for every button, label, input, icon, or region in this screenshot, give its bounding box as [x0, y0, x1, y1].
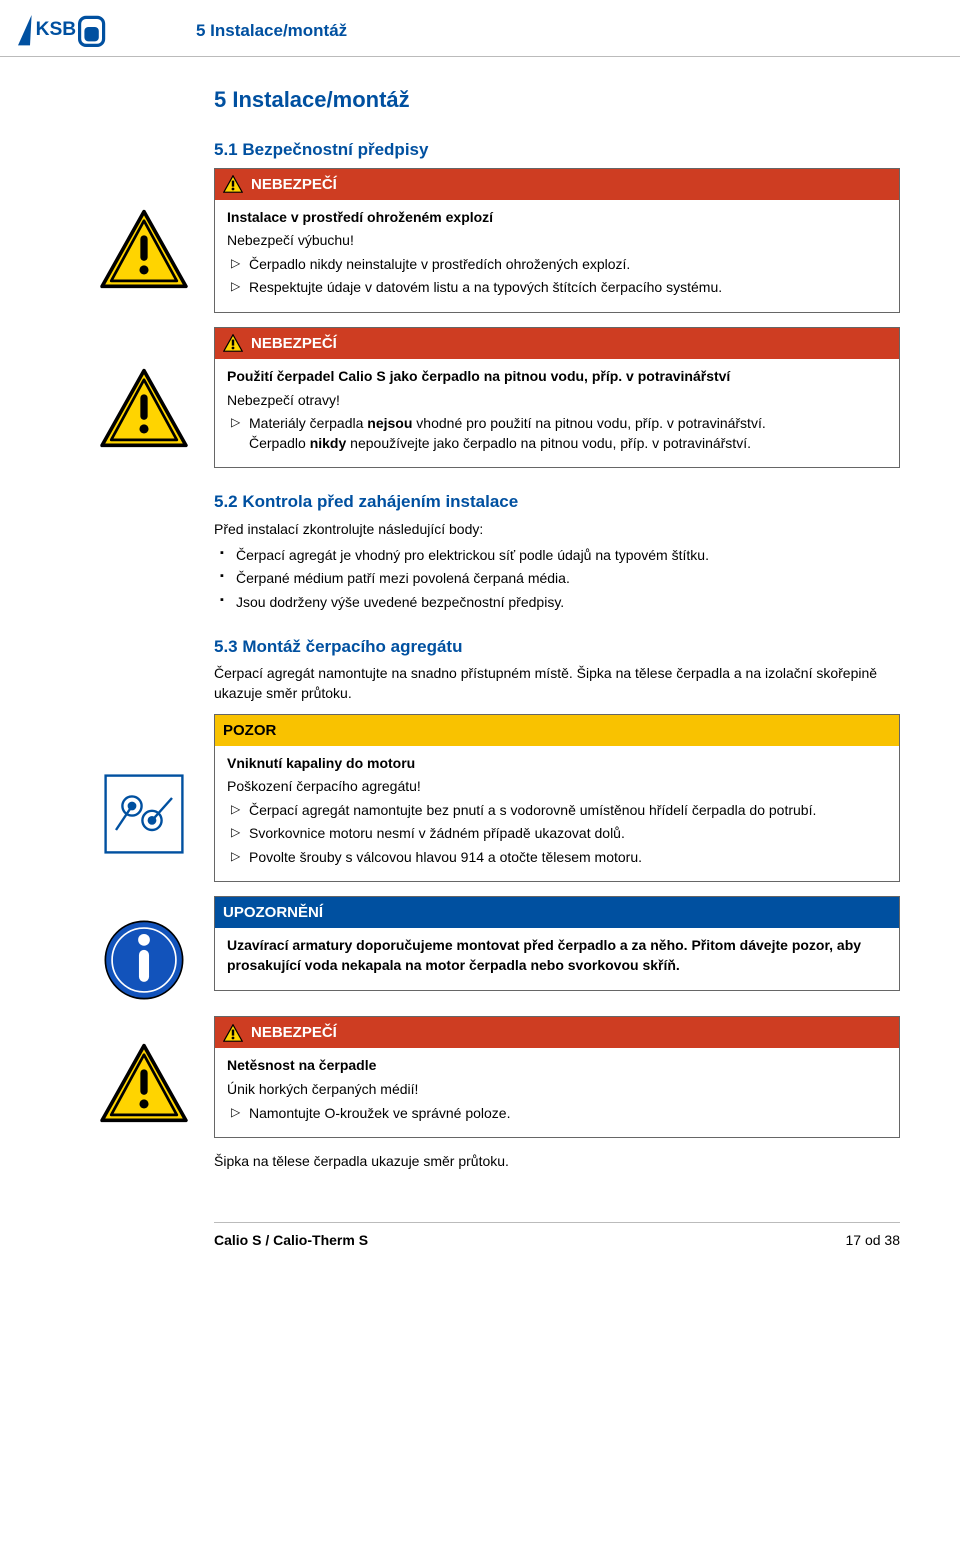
danger3-label: NEBEZPEČÍ — [251, 1022, 337, 1043]
warning-small-icon — [223, 175, 243, 193]
running-title: 5 Instalace/montáž — [196, 19, 347, 43]
danger-box-3: NEBEZPEČÍ Netěsnost na čerpadle Únik hor… — [74, 1016, 900, 1138]
footer-right: 17 od 38 — [846, 1231, 901, 1251]
ksb-logo: KSB — [18, 12, 106, 50]
page-footer: Calio S / Calio-Therm S 17 od 38 — [214, 1222, 900, 1251]
caution-item: Svorkovnice motoru nesmí v žádném případ… — [227, 824, 887, 844]
warning-triangle-icon — [98, 208, 190, 290]
sec52-list: Čerpací agregát je vhodný pro elektricko… — [214, 546, 900, 613]
section-5-2-title: 5.2 Kontrola před zahájením instalace — [214, 490, 900, 514]
danger1-label: NEBEZPEČÍ — [251, 174, 337, 195]
caution-box: POZOR Vniknutí kapaliny do motoru Poškoz… — [74, 714, 900, 883]
danger3-title: Netěsnost na čerpadle — [227, 1056, 887, 1076]
danger2-label: NEBEZPEČÍ — [251, 333, 337, 354]
danger1-line: Nebezpečí výbuchu! — [227, 231, 887, 251]
danger3-item: Namontujte O-kroužek ve správné poloze. — [227, 1104, 887, 1124]
notice-body: Uzavírací armatury doporučujeme montovat… — [227, 936, 887, 975]
sec52-intro: Před instalací zkontrolujte následující … — [214, 520, 900, 540]
danger-box-2: NEBEZPEČÍ Použití čerpadel Calio S jako … — [74, 327, 900, 468]
caution-item: Čerpací agregát namontujte bez pnutí a s… — [227, 801, 887, 821]
page-header: KSB 5 Instalace/montáž — [0, 0, 960, 57]
caution-label: POZOR — [223, 720, 276, 741]
list-item: Čerpací agregát je vhodný pro elektricko… — [214, 546, 900, 566]
danger2-line: Nebezpečí otravy! — [227, 391, 887, 411]
svg-text:KSB: KSB — [36, 19, 77, 40]
after-danger3: Šipka na tělese čerpadla ukazuje směr pr… — [214, 1152, 900, 1172]
warning-triangle-icon — [98, 1042, 190, 1124]
notice-box: UPOZORNĚNÍ Uzavírací armatury doporučuje… — [74, 896, 900, 1002]
warning-small-icon — [223, 334, 243, 352]
sec53-intro: Čerpací agregát namontujte na snadno pří… — [214, 664, 900, 703]
tool-icon — [104, 774, 184, 854]
danger1-item: Čerpadlo nikdy neinstalujte v prostředíc… — [227, 255, 887, 275]
caution-title: Vniknutí kapaliny do motoru — [227, 754, 887, 774]
caution-item: Povolte šrouby s válcovou hlavou 914 a o… — [227, 848, 887, 868]
section-h1: 5 Instalace/montáž — [214, 85, 900, 116]
danger1-title: Instalace v prostředí ohroženém explozí — [227, 208, 887, 228]
warning-triangle-icon — [98, 367, 190, 449]
caution-line: Poškození čerpacího agregátu! — [227, 777, 887, 797]
danger-box-1: NEBEZPEČÍ Instalace v prostředí ohrožené… — [74, 168, 900, 313]
info-mandatory-icon — [102, 918, 186, 1002]
section-5-1-title: 5.1 Bezpečnostní předpisy — [214, 138, 900, 162]
danger3-line: Únik horkých čerpaných médií! — [227, 1080, 887, 1100]
danger1-item: Respektujte údaje v datovém listu a na t… — [227, 278, 887, 298]
danger2-title: Použití čerpadel Calio S jako čerpadlo n… — [227, 367, 887, 387]
notice-label: UPOZORNĚNÍ — [223, 902, 323, 923]
section-5-3-title: 5.3 Montáž čerpacího agregátu — [214, 635, 900, 659]
list-item: Čerpané médium patří mezi povolená čerpa… — [214, 569, 900, 589]
danger2-item1: Materiály čerpadla nejsou vhodné pro pou… — [227, 414, 887, 453]
warning-small-icon — [223, 1024, 243, 1042]
list-item: Jsou dodrženy výše uvedené bezpečnostní … — [214, 593, 900, 613]
footer-left: Calio S / Calio-Therm S — [214, 1231, 368, 1251]
